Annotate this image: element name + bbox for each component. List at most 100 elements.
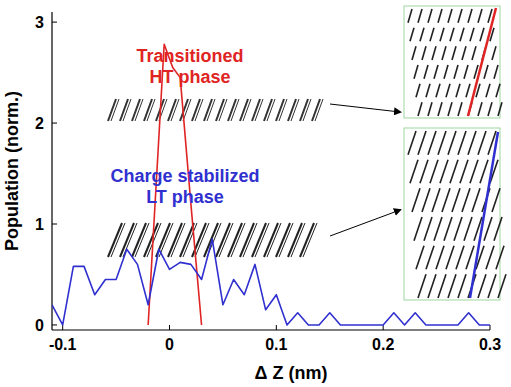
molecule	[408, 131, 416, 155]
molecule	[414, 65, 418, 79]
molecule	[438, 131, 446, 155]
molecule	[424, 217, 432, 241]
molecule	[120, 223, 134, 257]
molecule	[462, 188, 470, 212]
molecule	[472, 46, 476, 60]
molecule	[303, 99, 311, 121]
molecule	[434, 217, 442, 241]
molecule	[464, 217, 472, 241]
molecule	[498, 274, 506, 298]
molecule	[300, 223, 314, 257]
molecule	[478, 102, 482, 116]
label-line: LT phase	[146, 187, 224, 207]
inset-axis-line	[468, 8, 496, 116]
molecule	[486, 84, 490, 98]
molecule	[478, 9, 482, 23]
molecule	[458, 102, 462, 116]
molecule	[460, 160, 468, 184]
molecule	[498, 102, 502, 116]
molecule	[486, 246, 494, 270]
molecule	[450, 160, 458, 184]
x-tick	[276, 325, 277, 330]
inset-images	[108, 6, 506, 300]
molecule	[452, 46, 456, 60]
molecule	[147, 99, 155, 121]
label-line: Charge stabilized	[110, 166, 259, 186]
molecule	[488, 102, 492, 116]
molecule	[428, 131, 436, 155]
molecule	[484, 65, 488, 79]
label-line: Transitioned	[136, 46, 243, 66]
x-tick	[169, 325, 170, 330]
x-tick-label: -0.1	[49, 336, 77, 353]
molecule	[432, 46, 436, 60]
molecule	[480, 160, 488, 184]
molecule	[440, 160, 448, 184]
molecule	[456, 84, 460, 98]
molecule	[434, 65, 438, 79]
inset-box	[404, 6, 500, 118]
molecule	[416, 84, 420, 98]
molecule	[228, 223, 242, 257]
molecule	[231, 99, 239, 121]
molecule	[207, 99, 215, 121]
molecule	[422, 188, 430, 212]
molecule	[171, 99, 179, 121]
molecule	[108, 223, 122, 257]
molecule	[428, 9, 432, 23]
molecule	[446, 246, 454, 270]
molecule	[252, 223, 266, 257]
molecule	[111, 99, 119, 121]
molecule	[438, 102, 442, 116]
molecule	[279, 99, 287, 121]
plot-lines	[52, 44, 490, 325]
x-tick-label: 0	[165, 336, 174, 353]
molecule	[478, 131, 486, 155]
series-label: TransitionedHT phase	[136, 46, 243, 87]
molecule	[418, 9, 422, 23]
molecule	[442, 46, 446, 60]
x-tick-label: 0.1	[265, 336, 287, 353]
molecule	[478, 274, 486, 298]
label-line: HT phase	[149, 67, 230, 87]
molecule	[440, 28, 444, 42]
molecule	[410, 160, 418, 184]
molecule	[444, 217, 452, 241]
molecule	[466, 246, 474, 270]
molecule	[216, 223, 230, 257]
y-tick-label: 0	[35, 317, 44, 334]
molecule	[432, 188, 440, 212]
molecule	[288, 223, 302, 257]
y-tick-label: 3	[35, 14, 44, 31]
molecule	[180, 223, 194, 257]
y-tick	[52, 123, 57, 124]
molecule	[456, 246, 464, 270]
molecule	[315, 99, 323, 121]
molecule	[452, 188, 460, 212]
molecule	[303, 223, 317, 257]
molecule	[428, 102, 432, 116]
molecule	[204, 223, 218, 257]
molecule	[264, 223, 278, 257]
molecule	[494, 217, 502, 241]
molecule	[418, 131, 426, 155]
molecule	[496, 84, 500, 98]
molecule	[418, 102, 422, 116]
arrow	[330, 104, 400, 112]
molecule	[195, 99, 203, 121]
molecule	[462, 46, 466, 60]
x-axis	[52, 329, 490, 330]
molecule	[468, 131, 476, 155]
molecule	[132, 223, 146, 257]
y-tick	[52, 22, 57, 23]
molecule	[442, 188, 450, 212]
molecule	[438, 9, 442, 23]
molecule	[458, 274, 466, 298]
x-tick-label: 0.3	[479, 336, 501, 353]
molecule	[267, 99, 275, 121]
molecule	[464, 65, 468, 79]
x-tick-label: 0.2	[372, 336, 394, 353]
molecule	[243, 99, 251, 121]
molecule	[438, 274, 446, 298]
molecule	[444, 65, 448, 79]
